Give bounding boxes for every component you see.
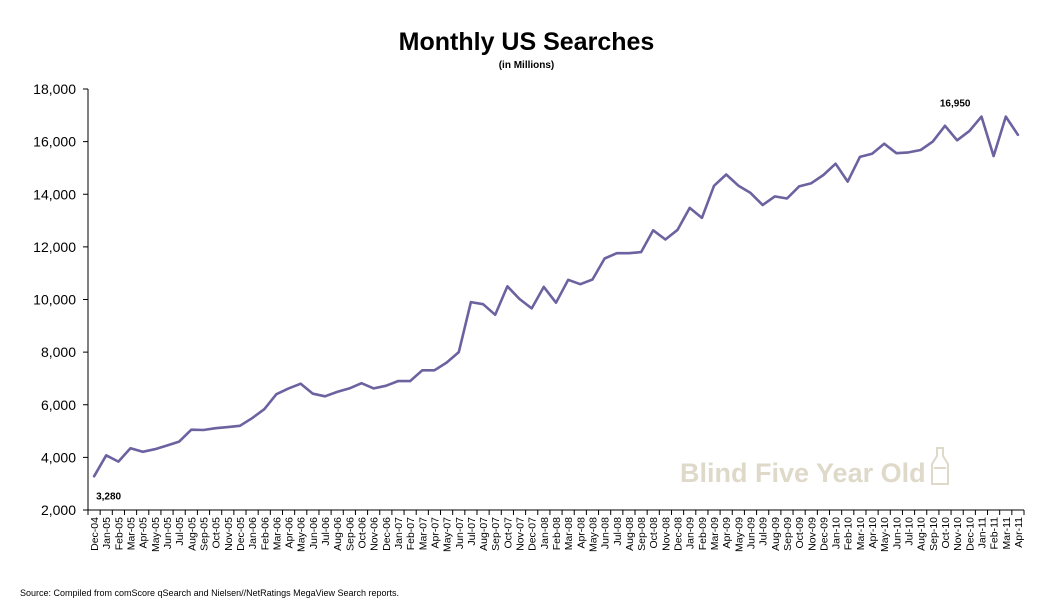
x-tick-label: Nov-09 bbox=[806, 517, 818, 551]
x-tick-label: Feb-06 bbox=[259, 517, 271, 550]
x-tick-label: Aug-07 bbox=[478, 517, 490, 551]
x-tick-label: Oct-05 bbox=[211, 517, 223, 549]
x-tick-label: Sep-06 bbox=[344, 517, 356, 551]
x-tick-label: Nov-07 bbox=[515, 517, 527, 551]
x-tick-label: Jun-08 bbox=[600, 517, 612, 549]
y-tick-label: 10,000 bbox=[33, 292, 76, 308]
y-tick-label: 14,000 bbox=[33, 186, 76, 202]
x-tick-label: Feb-09 bbox=[697, 517, 709, 550]
x-tick-label: Jan-07 bbox=[393, 517, 405, 549]
x-tick-label: Feb-11 bbox=[989, 517, 1001, 550]
x-tick-label: Jun-07 bbox=[454, 517, 466, 549]
y-tick-label: 16,000 bbox=[33, 134, 76, 150]
x-tick-label: Nov-10 bbox=[952, 517, 964, 551]
x-tick-label: Aug-10 bbox=[916, 517, 928, 551]
y-tick-label: 6,000 bbox=[41, 397, 76, 413]
x-tick-label: Jun-10 bbox=[891, 517, 903, 549]
x-tick-label: Nov-06 bbox=[369, 517, 381, 551]
x-tick-label: Dec-07 bbox=[527, 517, 539, 551]
x-tick-label: Dec-09 bbox=[818, 517, 830, 551]
x-tick-label: May-05 bbox=[150, 517, 162, 552]
x-tick-label: Jun-05 bbox=[162, 517, 174, 549]
x-tick-label: Mar-08 bbox=[563, 517, 575, 550]
chart-title: Monthly US Searches bbox=[398, 28, 655, 56]
x-tick-label: Jan-09 bbox=[685, 517, 697, 549]
x-tick-label: Oct-09 bbox=[794, 517, 806, 549]
x-tick-label: Oct-06 bbox=[357, 517, 369, 549]
x-tick-label: Dec-06 bbox=[381, 517, 393, 551]
x-tick-label: May-08 bbox=[587, 517, 599, 552]
x-tick-label: Jun-06 bbox=[308, 517, 320, 549]
x-tick-label: Dec-10 bbox=[964, 517, 976, 551]
x-tick-label: Mar-05 bbox=[126, 517, 138, 550]
x-tick-label: Oct-10 bbox=[940, 517, 952, 549]
x-tick-label: Jan-08 bbox=[539, 517, 551, 549]
x-tick-label: Aug-09 bbox=[770, 517, 782, 551]
x-tick-label: Dec-04 bbox=[89, 517, 101, 551]
x-tick-label: Mar-09 bbox=[709, 517, 721, 550]
data-label: 3,280 bbox=[96, 491, 121, 502]
x-tick-label: Oct-07 bbox=[502, 517, 514, 549]
x-tick-label: Sep-05 bbox=[198, 517, 210, 551]
data-label: 16,950 bbox=[940, 99, 971, 110]
x-tick-label: Jul-10 bbox=[904, 517, 916, 546]
bottle-logo-icon bbox=[931, 447, 949, 485]
series-line bbox=[92, 115, 1020, 478]
x-tick-label: Dec-05 bbox=[235, 517, 247, 551]
x-tick-label: Apr-05 bbox=[138, 517, 150, 549]
x-tick-label: Jan-11 bbox=[976, 517, 988, 548]
x-tick-label: Sep-08 bbox=[636, 517, 648, 551]
x-tick-label: Apr-11 bbox=[1013, 517, 1025, 548]
x-tick-label: Nov-08 bbox=[660, 517, 672, 551]
x-tick-label: May-07 bbox=[442, 517, 454, 552]
x-tick-label: Aug-06 bbox=[332, 517, 344, 551]
x-tick-label: Apr-09 bbox=[721, 517, 733, 549]
x-tick-label: Nov-05 bbox=[223, 517, 235, 551]
x-tick-label: May-10 bbox=[879, 517, 891, 552]
x-tick-label: Feb-07 bbox=[405, 517, 417, 550]
x-tick-label: Oct-08 bbox=[648, 517, 660, 549]
x-tick-label: Sep-09 bbox=[782, 517, 794, 551]
x-tick-label: Apr-06 bbox=[284, 517, 296, 549]
x-tick-label: Jun-09 bbox=[745, 517, 757, 549]
watermark-text: Blind Five Year Old bbox=[680, 458, 926, 488]
x-tick-label: Sep-10 bbox=[928, 517, 940, 551]
x-tick-label: Mar-11 bbox=[1001, 517, 1013, 550]
x-tick-label: Aug-08 bbox=[624, 517, 636, 551]
x-tick-label: Apr-07 bbox=[429, 517, 441, 549]
x-tick-label: Mar-10 bbox=[855, 517, 867, 550]
x-tick-label: May-09 bbox=[733, 517, 745, 552]
y-tick-label: 2,000 bbox=[41, 502, 76, 518]
x-tick-label: Dec-08 bbox=[673, 517, 685, 551]
chart-subtitle: (in Millions) bbox=[498, 60, 555, 71]
x-tick-label: Jan-06 bbox=[247, 517, 259, 549]
y-tick-label: 4,000 bbox=[41, 449, 76, 465]
x-tick-label: Sep-07 bbox=[490, 517, 502, 551]
y-tick-label: 8,000 bbox=[41, 344, 76, 360]
x-tick-label: Apr-08 bbox=[575, 517, 587, 549]
x-tick-label: Feb-08 bbox=[551, 517, 563, 550]
x-tick-label: Jul-08 bbox=[612, 517, 624, 546]
x-tick-label: Jul-06 bbox=[320, 517, 332, 546]
y-tick-label: 18,000 bbox=[33, 81, 76, 97]
x-tick-label: Feb-10 bbox=[843, 517, 855, 550]
x-tick-label: Jul-09 bbox=[758, 517, 770, 546]
x-tick-label: Feb-05 bbox=[113, 517, 125, 550]
source-note: Source: Compiled from comScore qSearch a… bbox=[20, 588, 400, 598]
x-tick-label: Mar-06 bbox=[271, 517, 283, 550]
y-tick-label: 12,000 bbox=[33, 239, 76, 255]
x-tick-label: Jan-10 bbox=[831, 517, 843, 549]
x-tick-label: Jul-07 bbox=[466, 517, 478, 546]
x-tick-label: Jul-05 bbox=[174, 517, 186, 546]
x-tick-label: Aug-05 bbox=[186, 517, 198, 551]
line-chart: Blind Five Year Old 2,000 4,000 6,000 8,000… bbox=[33, 81, 1025, 552]
x-tick-label: Jan-05 bbox=[101, 517, 113, 549]
x-tick-label: Mar-07 bbox=[417, 517, 429, 550]
x-tick-label: Apr-10 bbox=[867, 517, 879, 549]
x-tick-label: May-06 bbox=[296, 517, 308, 552]
